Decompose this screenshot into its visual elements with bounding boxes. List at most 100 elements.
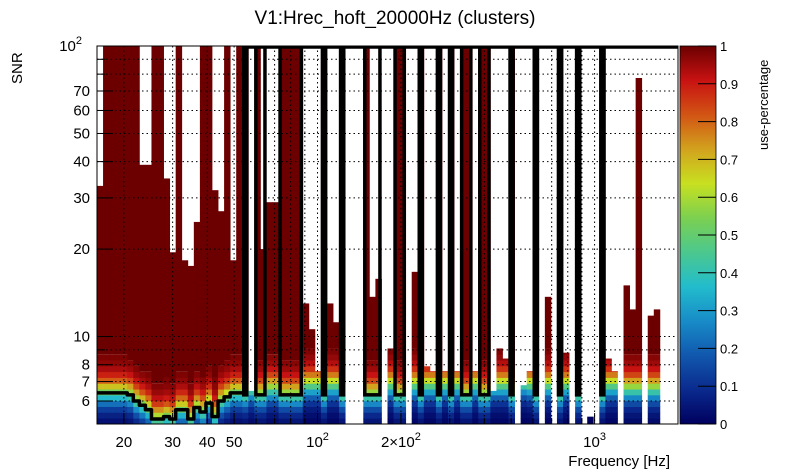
- heatmap-cell: [635, 400, 643, 407]
- heatmap-cell: [423, 406, 431, 413]
- heatmap-cell: [181, 400, 189, 407]
- heatmap-cell: [260, 394, 267, 402]
- heatmap-cell: [429, 406, 437, 413]
- heatmap-cell: [254, 418, 261, 424]
- x-tick-label: 20: [116, 434, 133, 451]
- heatmap-cell: [199, 400, 207, 407]
- heatmap-cell: [532, 418, 540, 424]
- heatmap-cell: [320, 418, 328, 424]
- heatmap-cell: [302, 412, 310, 419]
- heatmap-cell: [653, 360, 661, 367]
- heatmap-cell: [175, 46, 183, 372]
- y-axis-label: SNR: [9, 52, 26, 84]
- heatmap-cell: [575, 394, 582, 402]
- heatmap-cell: [339, 394, 346, 402]
- heatmap-cell: [193, 406, 201, 413]
- heatmap-cell: [236, 377, 243, 384]
- heatmap-cell: [224, 371, 231, 378]
- heatmap-cell: [369, 412, 376, 419]
- heatmap-cell: [526, 412, 534, 419]
- heatmap-cell: [563, 383, 570, 390]
- heatmap-cell: [333, 418, 340, 424]
- heatmap-cell: [187, 265, 195, 384]
- heatmap-cell: [290, 418, 298, 424]
- heatmap-cell: [526, 377, 534, 384]
- heatmap-cell: [97, 377, 104, 384]
- heatmap-cell: [454, 383, 461, 390]
- y-tick-label-base: 8: [82, 357, 90, 374]
- heatmap-cell: [224, 406, 231, 413]
- heatmap-cell: [526, 383, 534, 390]
- heatmap-cell: [272, 406, 279, 413]
- heatmap-cell: [417, 400, 425, 407]
- heatmap-cell: [308, 400, 316, 407]
- heatmap-cell: [544, 418, 552, 424]
- heatmap-cell: [441, 400, 449, 407]
- y-tick-label-base: 50: [73, 125, 90, 142]
- heatmap-cell: [242, 406, 249, 413]
- colorbar-tick-label: 0: [720, 417, 727, 432]
- heatmap-cell: [544, 377, 552, 384]
- heatmap-cell: [157, 400, 164, 407]
- heatmap-cell: [103, 365, 110, 373]
- heatmap-cell: [502, 358, 509, 361]
- heatmap-cell: [133, 371, 140, 378]
- heatmap-cell: [435, 406, 443, 413]
- heatmap-cell: [490, 406, 497, 413]
- heatmap-cell: [103, 406, 110, 413]
- heatmap-cell: [496, 412, 503, 419]
- x-tick-label: 30: [164, 434, 181, 451]
- heatmap-cell: [472, 377, 479, 384]
- heatmap-cell: [647, 315, 655, 355]
- heatmap-cell: [623, 354, 630, 361]
- heatmap-cell: [181, 394, 189, 402]
- heatmap-cell: [302, 354, 310, 361]
- heatmap-cell: [653, 383, 661, 390]
- heatmap-cell: [369, 400, 376, 407]
- heatmap-cell: [187, 418, 195, 424]
- heatmap-cell: [97, 360, 104, 367]
- heatmap-cell: [435, 400, 443, 407]
- heatmap-cell: [563, 377, 570, 384]
- heatmap-cell: [466, 400, 473, 407]
- heatmap-cell: [629, 389, 637, 396]
- heatmap-cell: [224, 365, 231, 373]
- heatmap-cell: [151, 389, 158, 396]
- heatmap-cell: [411, 360, 419, 367]
- heatmap-cell: [230, 418, 237, 424]
- heatmap-cell: [205, 46, 213, 366]
- heatmap-cell: [647, 412, 655, 419]
- x-axis-label: Frequency [Hz]: [568, 453, 670, 470]
- heatmap-cell: [230, 406, 237, 413]
- heatmap-cell: [393, 400, 401, 407]
- heatmap-cell: [181, 383, 189, 390]
- heatmap-cell: [193, 418, 201, 424]
- heatmap-cell: [218, 365, 225, 373]
- heatmap-cell: [333, 354, 340, 361]
- x-tick-label: 2×102: [381, 431, 421, 451]
- heatmap-cell: [236, 412, 243, 419]
- heatmap-cell: [308, 412, 316, 419]
- heatmap-cell: [272, 377, 279, 384]
- heatmap-cell: [121, 412, 128, 419]
- heatmap-cell: [423, 418, 431, 424]
- heatmap-cell: [290, 371, 298, 378]
- heatmap-cell: [326, 303, 334, 349]
- heatmap-cell: [448, 406, 455, 413]
- x-tick-label-base: 10: [583, 434, 600, 451]
- heatmap-cell: [290, 46, 298, 361]
- heatmap-cell: [441, 377, 449, 384]
- heatmap-cell: [556, 400, 564, 407]
- heatmap-cell: [115, 406, 122, 413]
- heatmap-cell: [175, 418, 183, 424]
- colorbar-ticks: 0 0.1 0.2 0.3 0.4 0.5 0.6 0.7 0.8 0.9 1: [698, 39, 738, 432]
- heatmap-cell: [647, 354, 655, 361]
- heatmap-cell: [508, 400, 515, 407]
- heatmap-cell: [623, 285, 630, 355]
- grid-lines: [97, 46, 678, 424]
- heatmap-cell: [326, 354, 334, 361]
- contour-line: [599, 46, 606, 397]
- heatmap-cell: [599, 418, 606, 424]
- heatmap-cell: [417, 418, 425, 424]
